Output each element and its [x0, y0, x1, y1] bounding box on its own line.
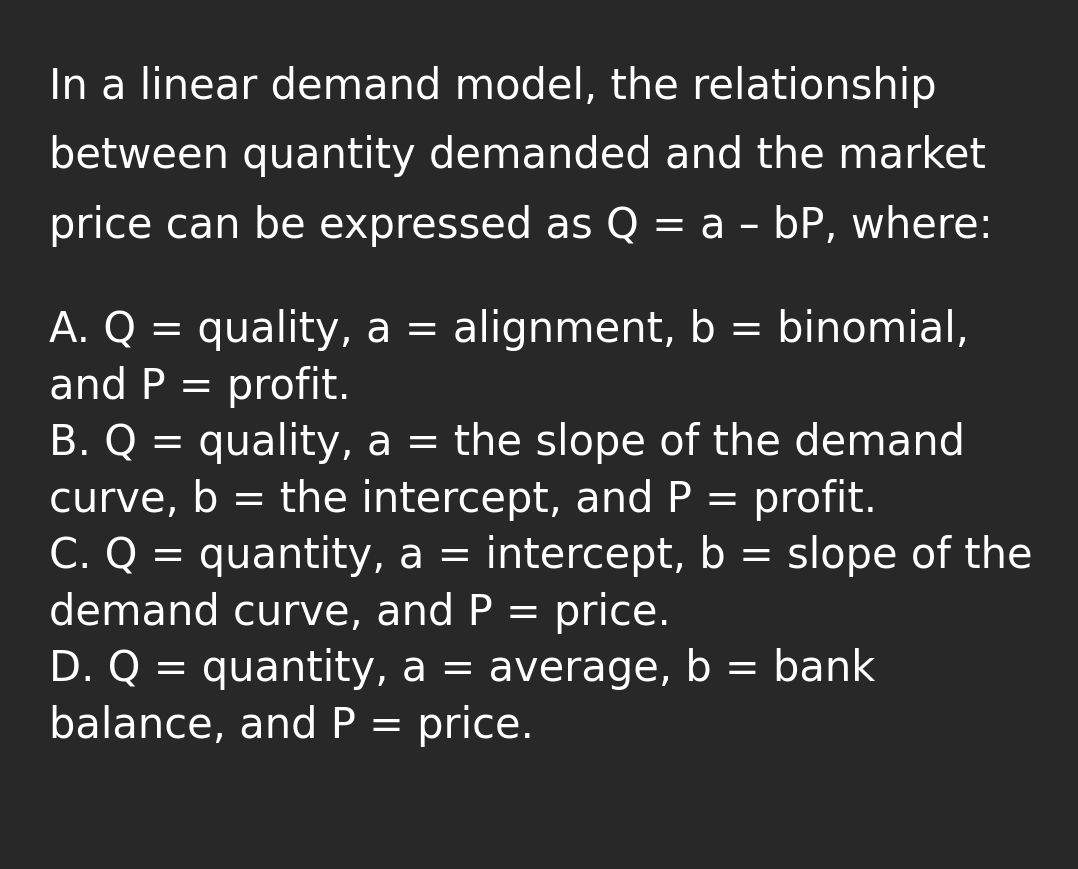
Text: between quantity demanded and the market: between quantity demanded and the market [49, 136, 985, 177]
Text: B. Q = quality, a = the slope of the demand: B. Q = quality, a = the slope of the dem… [49, 422, 965, 464]
Text: In a linear demand model, the relationship: In a linear demand model, the relationsh… [49, 66, 936, 108]
Text: C. Q = quantity, a = intercept, b = slope of the: C. Q = quantity, a = intercept, b = slop… [49, 535, 1032, 577]
Text: demand curve, and P = price.: demand curve, and P = price. [49, 592, 671, 634]
Text: A. Q = quality, a = alignment, b = binomial,: A. Q = quality, a = alignment, b = binom… [49, 309, 968, 351]
Text: D. Q = quantity, a = average, b = bank: D. Q = quantity, a = average, b = bank [49, 648, 875, 690]
Text: price can be expressed as Q = a – bP, where:: price can be expressed as Q = a – bP, wh… [49, 205, 992, 247]
Text: and P = profit.: and P = profit. [49, 366, 350, 408]
Text: balance, and P = price.: balance, and P = price. [49, 705, 534, 746]
Text: curve, b = the intercept, and P = profit.: curve, b = the intercept, and P = profit… [49, 479, 876, 521]
